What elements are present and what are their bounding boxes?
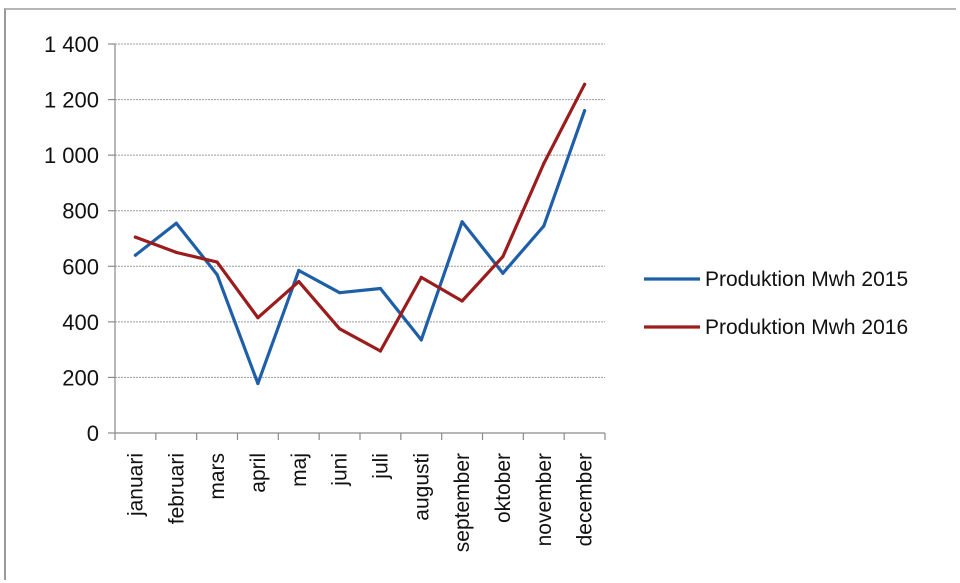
data-point	[133, 235, 138, 239]
data-point	[256, 316, 260, 320]
series-line-2	[133, 82, 587, 353]
data-point	[174, 250, 178, 254]
x-tick-label: augusti	[410, 453, 433, 521]
series-lines	[133, 82, 587, 386]
data-point	[174, 221, 178, 225]
legend-label: Produktion Mwh 2015	[705, 268, 908, 291]
y-axis-ticks: 0 200 400 600 800 1 000 1 200 1 400	[44, 32, 115, 446]
x-tick-label: november	[533, 453, 556, 546]
y-tick-label: 0	[87, 421, 99, 446]
x-tick-label: september	[451, 453, 474, 552]
y-tick-label: 200	[62, 365, 99, 390]
x-tick-label: februari	[165, 453, 188, 524]
data-point	[460, 299, 464, 303]
chart-frame	[4, 8, 956, 580]
x-tick-label: januari	[124, 453, 147, 517]
data-point	[582, 82, 587, 86]
data-point	[297, 268, 301, 273]
data-point	[337, 327, 342, 331]
y-tick-label: 600	[62, 254, 99, 279]
data-point	[378, 286, 383, 291]
x-axis-ticks: januari februari mars april maj juni juli augus…	[114, 433, 606, 552]
x-tick-label: mars	[206, 453, 229, 500]
data-point	[419, 275, 423, 279]
data-point	[337, 291, 342, 295]
data-point	[297, 279, 301, 284]
y-tick-label: 1 200	[44, 88, 99, 113]
data-point	[542, 161, 546, 166]
x-tick-label: juli	[369, 453, 392, 480]
data-point	[460, 220, 464, 224]
series-line-1	[133, 109, 587, 386]
data-point	[256, 381, 260, 386]
data-point	[215, 273, 219, 277]
data-point	[582, 109, 587, 113]
x-tick-label: december	[574, 453, 597, 546]
data-point	[378, 349, 383, 353]
x-tick-label: oktober	[492, 453, 515, 523]
data-point	[133, 253, 138, 257]
data-point	[542, 224, 546, 228]
y-tick-label: 400	[62, 310, 99, 335]
gridlines	[115, 43, 605, 378]
legend-label: Produktion Mwh 2016	[705, 316, 908, 339]
x-tick-label: maj	[288, 453, 311, 487]
data-point	[419, 338, 423, 342]
data-point	[215, 260, 219, 264]
data-point	[501, 271, 505, 275]
y-tick-label: 1 000	[44, 143, 99, 168]
y-tick-label: 1 400	[44, 32, 99, 57]
x-tick-label: april	[247, 453, 270, 493]
legend: Produktion Mwh 2015 Produktion Mwh 2016	[644, 268, 908, 339]
data-point	[501, 254, 505, 259]
y-tick-label: 800	[62, 199, 99, 224]
x-tick-label: juni	[329, 453, 352, 487]
